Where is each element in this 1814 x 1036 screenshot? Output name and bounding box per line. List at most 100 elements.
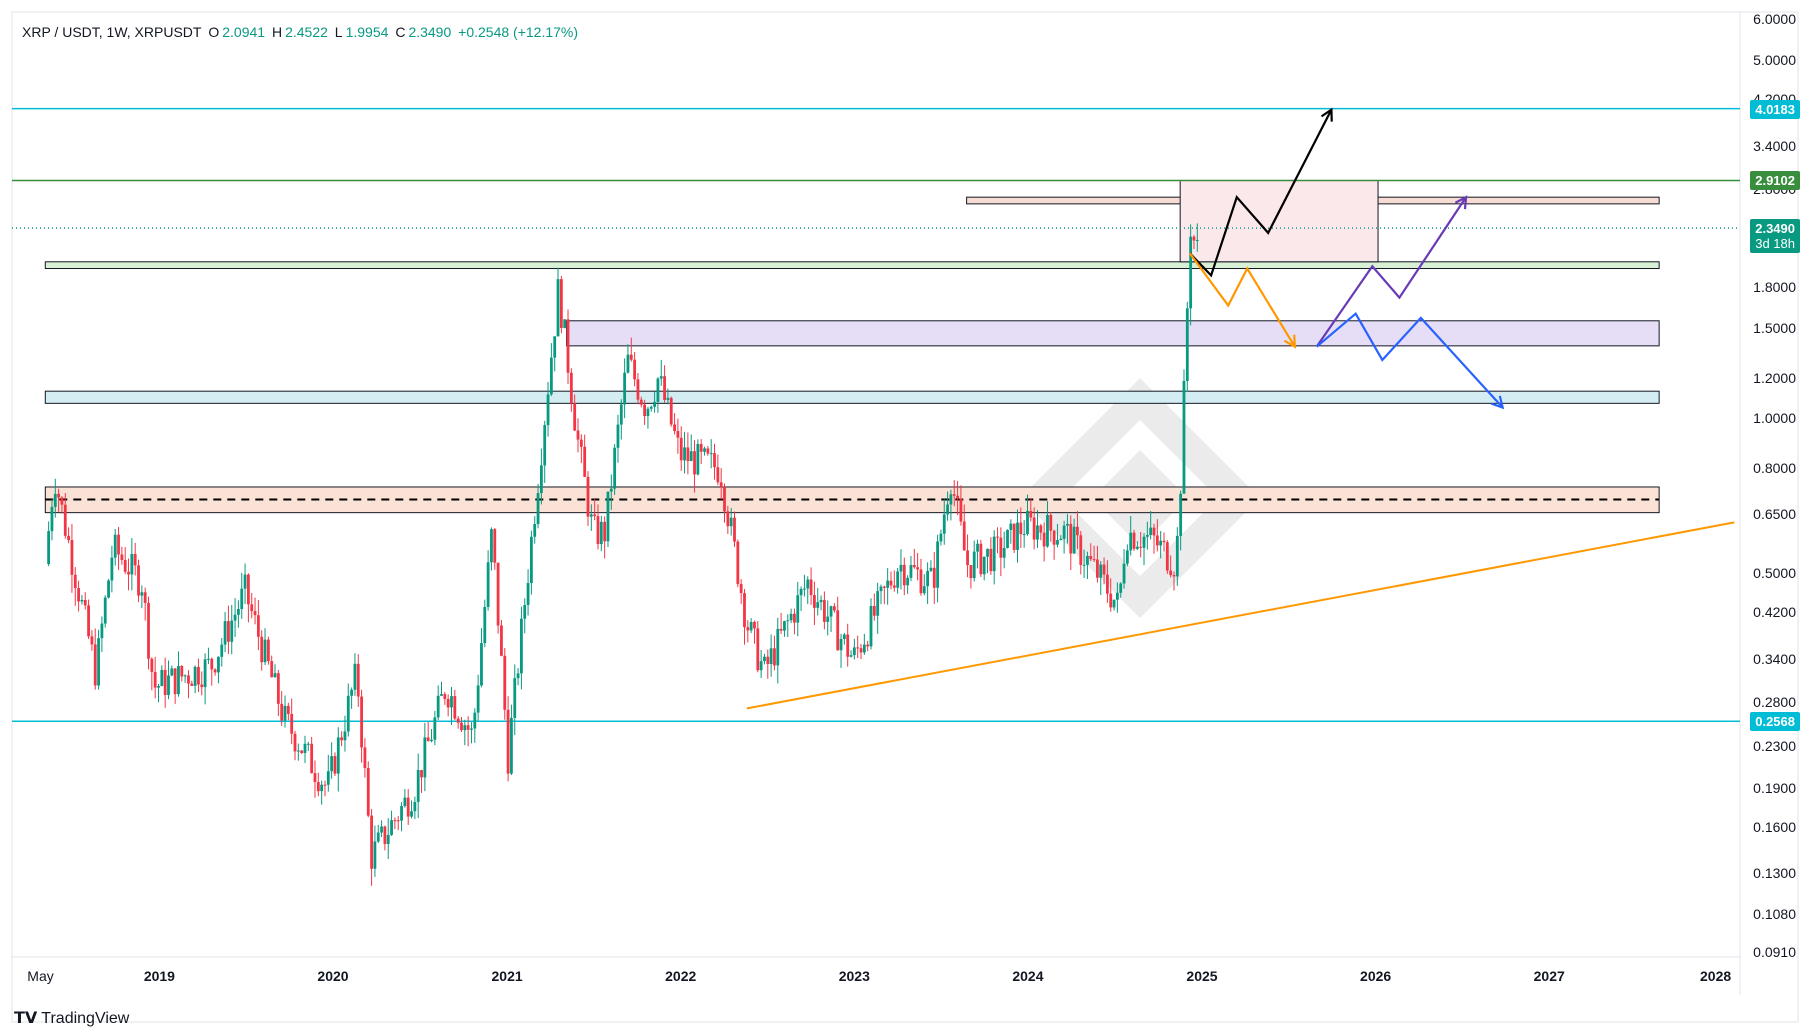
candle-body: [1105, 574, 1109, 594]
candle-body: [646, 408, 650, 417]
candle-body: [613, 447, 617, 489]
candle-body: [217, 656, 220, 673]
candle-body: [589, 514, 593, 517]
candle-body: [1139, 546, 1143, 548]
tradingview-brand[interactable]: 𝗧𝗩 TradingView: [14, 1008, 129, 1028]
candle-body: [599, 521, 603, 545]
candle-body: [230, 620, 234, 642]
candle-body: [543, 425, 547, 466]
candle-body: [383, 826, 387, 844]
candle-body: [826, 616, 830, 622]
candle-body: [1086, 555, 1089, 565]
candle-body: [456, 718, 460, 723]
candle-body: [846, 634, 850, 657]
candle-body: [343, 731, 347, 741]
projection-path: [1315, 312, 1504, 409]
candle-body: [666, 397, 670, 400]
candle-body: [90, 636, 94, 645]
candle-body: [549, 357, 553, 395]
candle-body: [546, 394, 550, 426]
candle-body: [200, 684, 204, 688]
candle-body: [703, 448, 706, 452]
candle-body: [443, 694, 447, 699]
candle-body: [113, 534, 117, 558]
candle-body: [619, 404, 623, 425]
candle-body: [207, 658, 210, 660]
price-zone: [1179, 179, 1379, 263]
candle-body: [806, 579, 810, 589]
candle-body: [1159, 540, 1163, 546]
candle-body: [356, 663, 360, 697]
time-tick-label: 2026: [1360, 968, 1392, 984]
candle-body: [310, 743, 314, 774]
candle-body: [1162, 540, 1166, 543]
candle-body: [1082, 564, 1086, 566]
candle-body: [1016, 522, 1019, 550]
candle-body: [1155, 535, 1159, 546]
candle-body: [799, 588, 803, 596]
candle-body: [942, 514, 946, 534]
candle-body: [936, 541, 939, 588]
candle-body: [313, 773, 317, 783]
candle-body: [210, 658, 214, 670]
candle-body: [463, 725, 467, 731]
time-tick-label: 2019: [143, 968, 175, 984]
candle-body: [1019, 522, 1023, 535]
candle-body: [460, 722, 463, 731]
candle-body: [902, 564, 906, 586]
candle-body: [473, 712, 477, 729]
projection-path: [1188, 252, 1296, 348]
time-tick-label: 2023: [838, 968, 870, 984]
candle-body: [693, 451, 696, 475]
candle-body: [1152, 527, 1156, 536]
candle-body: [326, 771, 330, 785]
candle-body: [569, 372, 573, 404]
candle-body: [246, 574, 250, 605]
candle-body: [1006, 529, 1009, 548]
price-tick-label: 5.0000: [1753, 51, 1796, 68]
candle-body: [440, 694, 443, 696]
candle-body: [1172, 575, 1176, 577]
candle-body: [676, 431, 680, 438]
candle-body: [723, 487, 726, 512]
candle-body: [653, 401, 656, 407]
candle-body: [869, 606, 873, 647]
price-tick-label: 0.6500: [1753, 506, 1796, 523]
candle-body: [856, 647, 860, 649]
candle-body: [420, 769, 423, 778]
candle-body: [500, 625, 503, 656]
candle-body: [639, 399, 643, 405]
candle-body: [197, 666, 200, 685]
candle-body: [962, 521, 966, 551]
candle-body: [233, 614, 237, 621]
candle-body: [866, 644, 870, 647]
candle-body: [73, 574, 77, 589]
candle-body: [303, 743, 307, 753]
candle-body: [87, 605, 90, 637]
candle-body: [813, 595, 816, 608]
time-tick-label: 2024: [1012, 968, 1044, 984]
candle-body: [330, 756, 334, 772]
open-value: 2.0941: [222, 24, 266, 40]
candle-body: [629, 354, 633, 360]
candle-body: [1112, 599, 1116, 608]
time-tick-label: May: [27, 968, 54, 984]
candle-body: [320, 784, 324, 792]
candle-body: [956, 495, 959, 499]
candle-body: [596, 516, 600, 545]
price-tick-label: 0.4200: [1753, 603, 1796, 620]
candle-body: [733, 517, 736, 542]
candle-body: [743, 593, 746, 628]
candle-body: [996, 536, 999, 538]
candle-body: [656, 378, 660, 402]
candle-body: [836, 610, 840, 651]
candle-body: [506, 709, 510, 774]
price-tick-label: 0.1300: [1753, 864, 1796, 881]
candle-body: [480, 643, 483, 686]
candle-body: [719, 482, 723, 488]
candle-body: [67, 535, 71, 541]
candle-body: [190, 683, 194, 686]
candle-body: [626, 354, 630, 373]
candle-body: [183, 675, 187, 677]
